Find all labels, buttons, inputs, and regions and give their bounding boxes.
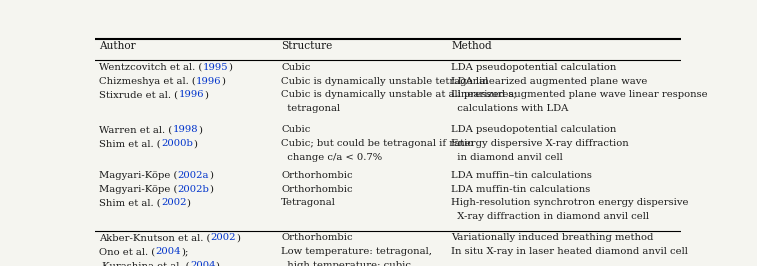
Text: 2004: 2004	[155, 247, 181, 256]
Text: Shim et al. (: Shim et al. (	[99, 198, 161, 207]
Text: LDA pseudopotential calculation: LDA pseudopotential calculation	[451, 125, 617, 134]
Text: 2002a: 2002a	[178, 171, 209, 180]
Text: Variationally induced breathing method: Variationally induced breathing method	[451, 233, 654, 242]
Text: Ono et al. (: Ono et al. (	[99, 247, 155, 256]
Text: Cubic; but could be tetragonal if ratio: Cubic; but could be tetragonal if ratio	[281, 139, 474, 148]
Text: high temperature: cubic: high temperature: cubic	[281, 261, 411, 266]
Text: ): )	[236, 233, 240, 242]
Text: Cubic: Cubic	[281, 125, 310, 134]
Text: Kurashina et al. (: Kurashina et al. (	[99, 261, 190, 266]
Text: 2002: 2002	[161, 198, 186, 207]
Text: in diamond anvil cell: in diamond anvil cell	[451, 153, 563, 162]
Text: X-ray diffraction in diamond anvil cell: X-ray diffraction in diamond anvil cell	[451, 212, 650, 221]
Text: 1996: 1996	[196, 77, 222, 86]
Text: ): )	[193, 139, 197, 148]
Text: Linearized augmented plane wave linear response: Linearized augmented plane wave linear r…	[451, 90, 708, 99]
Text: ): )	[210, 185, 213, 193]
Text: ): )	[204, 90, 208, 99]
Text: 2002: 2002	[210, 233, 236, 242]
Text: Energy dispersive X-ray diffraction: Energy dispersive X-ray diffraction	[451, 139, 629, 148]
Text: 1995: 1995	[203, 63, 228, 72]
Text: Shim et al. (: Shim et al. (	[99, 139, 161, 148]
Text: change c/a < 0.7%: change c/a < 0.7%	[281, 153, 382, 162]
Text: ): )	[186, 198, 191, 207]
Text: Chizmeshya et al. (: Chizmeshya et al. (	[99, 77, 196, 86]
Text: Tetragonal: Tetragonal	[281, 198, 336, 207]
Text: 1996: 1996	[179, 90, 204, 99]
Text: tetragonal: tetragonal	[281, 105, 341, 113]
Text: Magyari-Köpe (: Magyari-Köpe (	[99, 171, 178, 180]
Text: ): )	[222, 77, 226, 86]
Text: LDA muffin–tin calculations: LDA muffin–tin calculations	[451, 171, 592, 180]
Text: Warren et al. (: Warren et al. (	[99, 125, 173, 134]
Text: 2004: 2004	[190, 261, 216, 266]
Text: In situ X-ray in laser heated diamond anvil cell: In situ X-ray in laser heated diamond an…	[451, 247, 688, 256]
Text: Wentzcovitch et al. (: Wentzcovitch et al. (	[99, 63, 203, 72]
Text: LDA muffin-tin calculations: LDA muffin-tin calculations	[451, 185, 590, 193]
Text: 2002b: 2002b	[178, 185, 210, 193]
Text: ): )	[209, 171, 213, 180]
Text: Structure: Structure	[281, 41, 332, 51]
Text: Method: Method	[451, 41, 492, 51]
Text: ): )	[198, 125, 202, 134]
Text: Author: Author	[99, 41, 136, 51]
Text: 1998: 1998	[173, 125, 198, 134]
Text: Stixrude et al. (: Stixrude et al. (	[99, 90, 179, 99]
Text: Akber-Knutson et al. (: Akber-Knutson et al. (	[99, 233, 210, 242]
Text: LDA pseudopotential calculation: LDA pseudopotential calculation	[451, 63, 617, 72]
Text: ): )	[228, 63, 232, 72]
Text: Orthorhombic: Orthorhombic	[281, 233, 353, 242]
Text: Low temperature: tetragonal,: Low temperature: tetragonal,	[281, 247, 432, 256]
Text: High-resolution synchrotron energy dispersive: High-resolution synchrotron energy dispe…	[451, 198, 689, 207]
Text: calculations with LDA: calculations with LDA	[451, 105, 569, 113]
Text: Cubic is dynamically unstable tetragonal: Cubic is dynamically unstable tetragonal	[281, 77, 488, 86]
Text: Cubic: Cubic	[281, 63, 310, 72]
Text: Magyari-Köpe (: Magyari-Köpe (	[99, 185, 178, 194]
Text: Orthorhombic: Orthorhombic	[281, 171, 353, 180]
Text: 2000b: 2000b	[161, 139, 193, 148]
Text: );: );	[181, 247, 188, 256]
Text: ): )	[216, 261, 220, 266]
Text: Orthorhombic: Orthorhombic	[281, 185, 353, 193]
Text: Cubic is dynamically unstable at all pressures;: Cubic is dynamically unstable at all pre…	[281, 90, 517, 99]
Text: LDA linearized augmented plane wave: LDA linearized augmented plane wave	[451, 77, 648, 86]
